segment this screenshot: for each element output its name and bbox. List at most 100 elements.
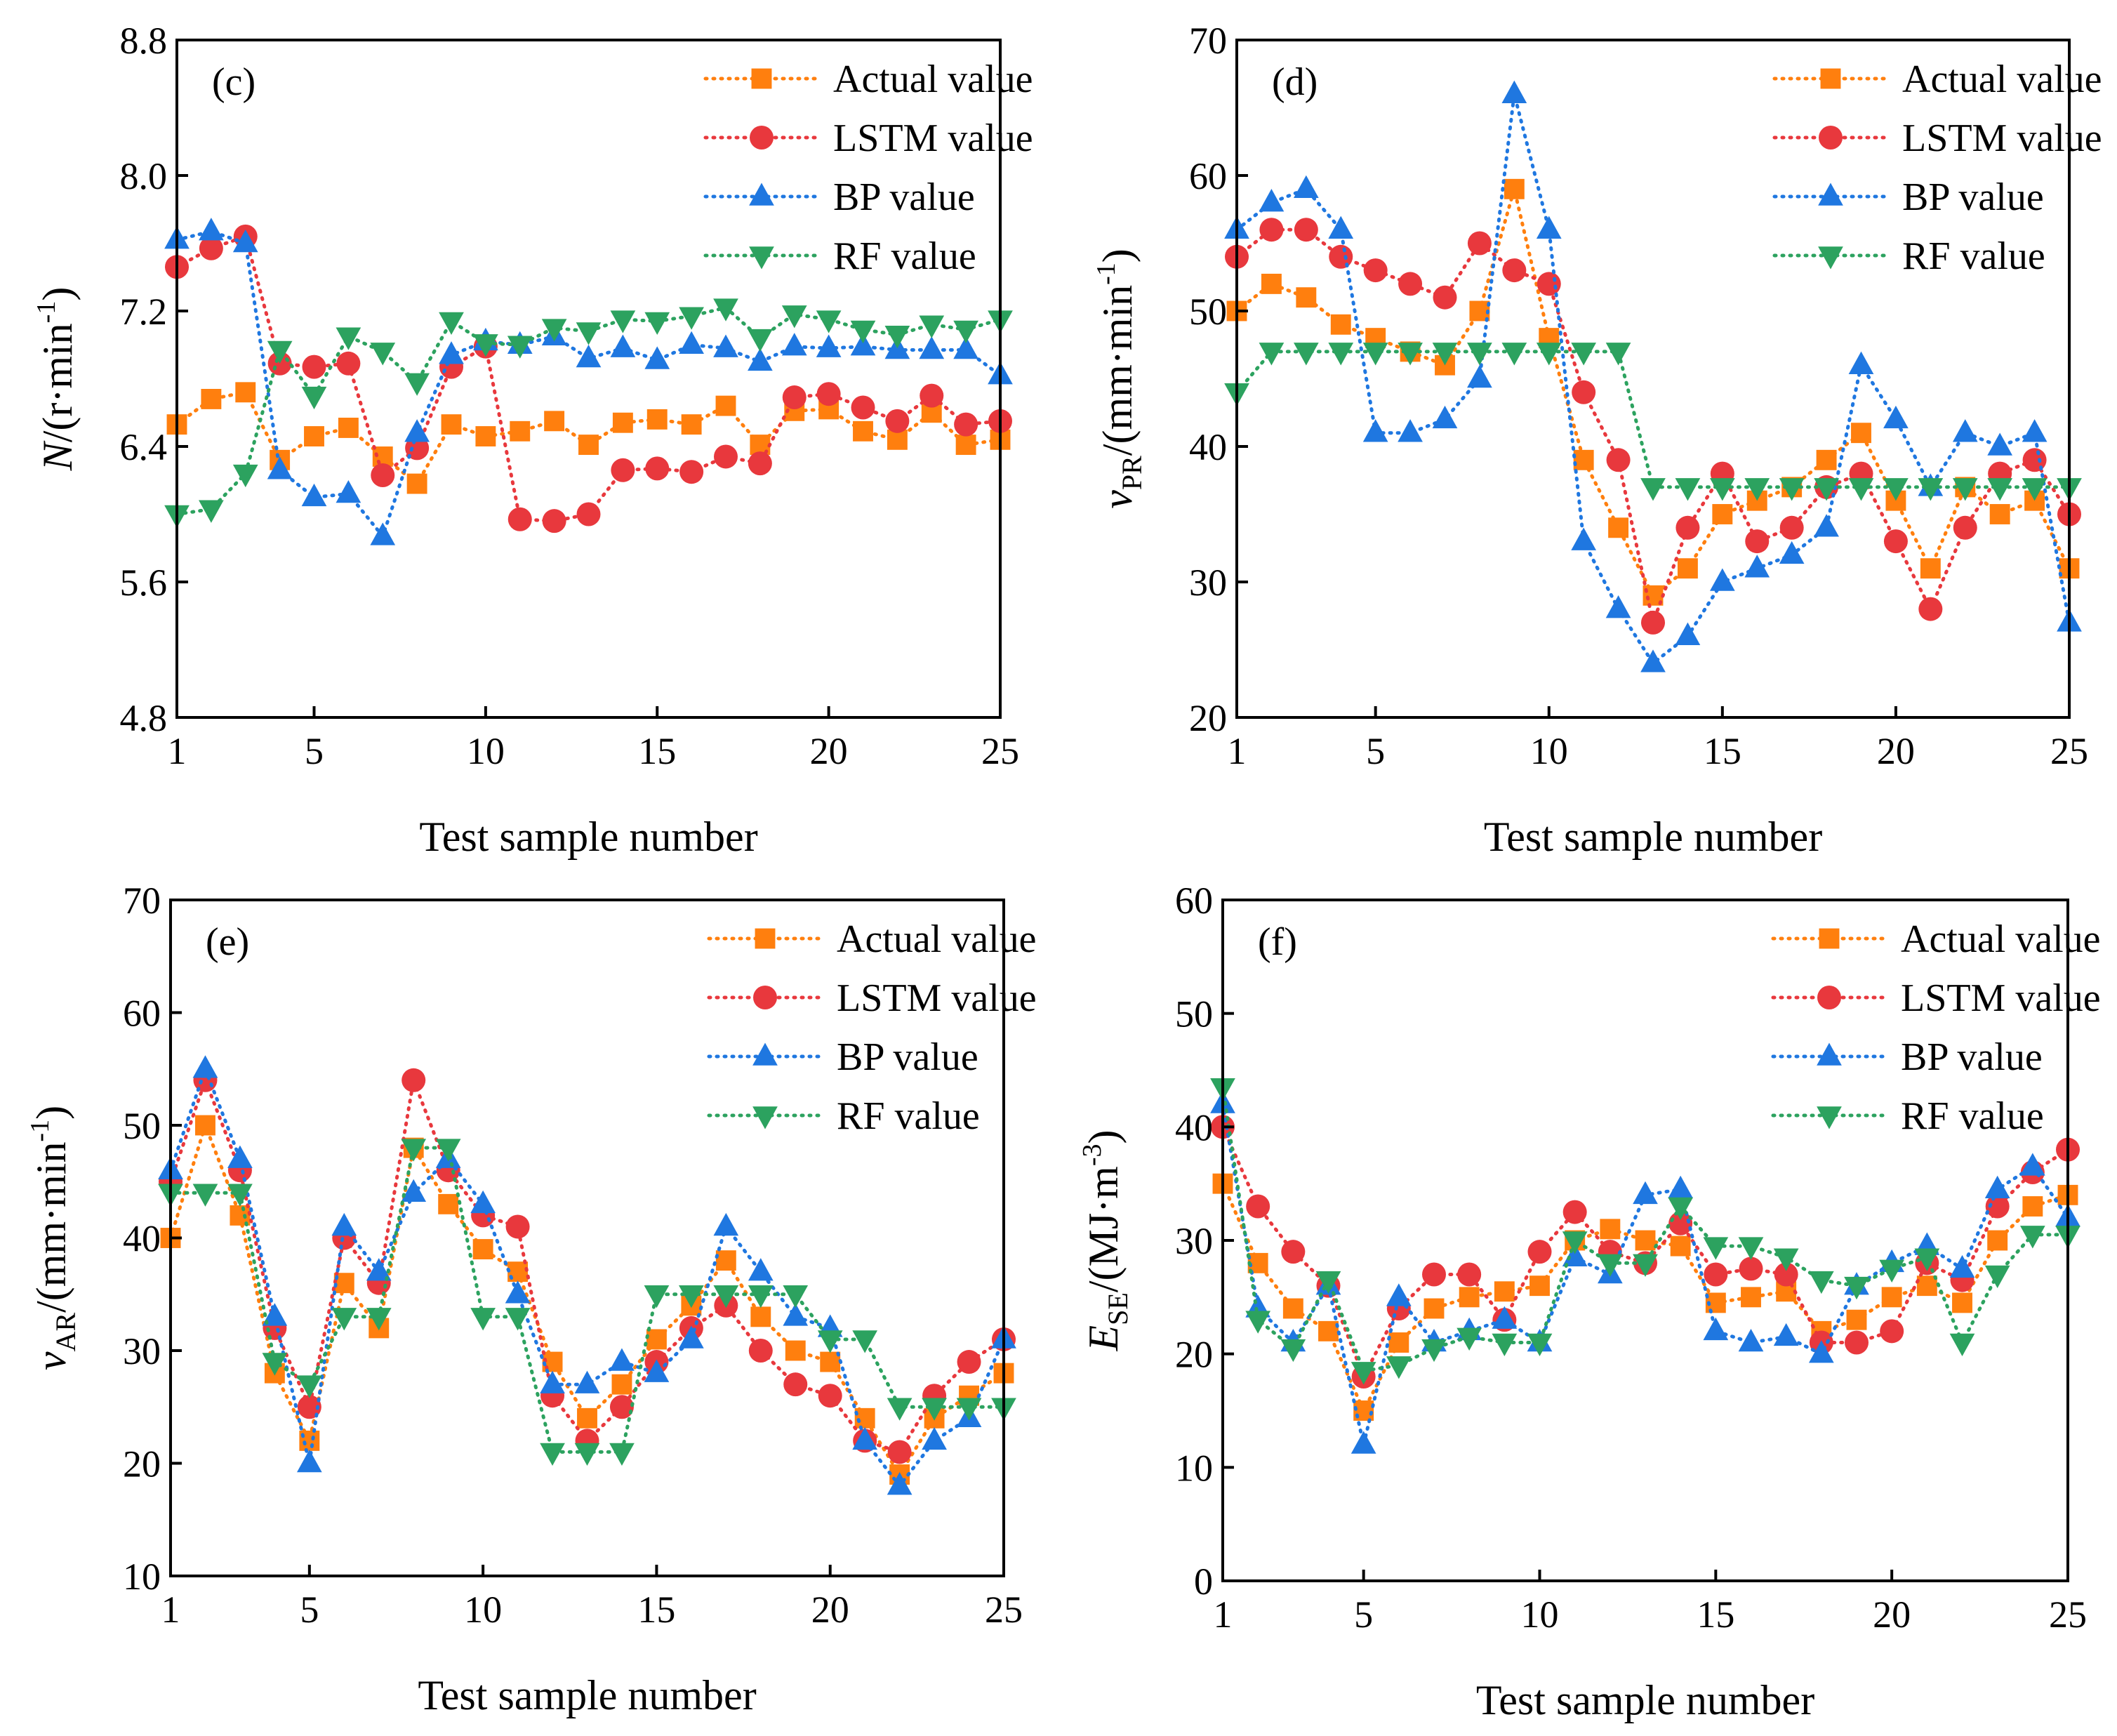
lstm-point-11 [507,507,532,531]
actual-point-14 [1677,558,1698,579]
rf-point-3 [232,464,258,488]
y-tick-label: 20 [123,1443,161,1485]
rf-point-11 [1562,1231,1588,1254]
y-label-superscript: -1 [32,301,61,324]
actual-point-3 [1282,1298,1303,1319]
x-tick-label: 20 [1877,730,1915,772]
actual-point-11 [510,420,531,442]
lstm-point-12 [1606,448,1631,472]
lstm-point-6 [1398,272,1423,296]
actual-point-14 [611,1374,632,1395]
bp-point-8 [401,1179,427,1202]
x-tick-label: 10 [467,730,505,772]
legend-lstm-label: LSTM value [833,117,1033,160]
panel-label: (f) [1258,920,1297,964]
rf-point-13 [574,1443,600,1466]
rf-point-9 [1492,1333,1518,1357]
actual-point-9 [1504,178,1525,199]
lstm-point-16 [679,460,704,484]
rf-point-20 [817,1330,843,1353]
actual-point-11 [1573,449,1594,470]
bp-point-14 [1668,1175,1694,1198]
bp-point-24 [2019,1153,2045,1176]
rf-point-19 [781,305,807,329]
y-label-subscript: PR [1116,456,1148,490]
legend-bp-label: BP value [833,175,975,219]
series-rf [1210,1078,2080,1385]
rf-point-9 [435,1139,461,1162]
rf-point-20 [1883,478,1909,501]
legend-actual-marker [1819,928,1840,949]
bp-point-16 [1738,1328,1764,1352]
x-tick-label: 25 [2050,730,2088,772]
actual-point-17 [715,395,736,416]
legend-bp-label: BP value [837,1035,978,1079]
bp-point-24 [2022,419,2048,442]
y-tick-label: 30 [1175,1220,1213,1262]
lstm-point-24 [957,1350,981,1374]
rf-point-17 [1779,478,1805,501]
x-axis-label: Test sample number [1484,814,1822,860]
lstm-point-14 [1675,515,1700,540]
lstm-point-19 [1845,1330,1869,1355]
legend-bp-marker [749,183,774,206]
bp-point-23 [1987,432,2013,456]
bp-point-7 [366,1258,392,1281]
x-tick-label: 20 [811,1589,849,1631]
bp-point-4 [1328,216,1354,239]
actual-point-3 [235,382,256,403]
y-label-close: ) [34,287,81,301]
lstm-point-24 [2022,448,2047,472]
bp-point-2 [192,1055,218,1078]
actual-point-13 [577,1407,597,1429]
lstm-point-8 [401,1068,426,1092]
actual-point-9 [438,1193,459,1214]
bp-point-5 [1362,419,1388,442]
bp-point-4 [267,456,293,479]
bp-point-12 [1605,595,1631,618]
bp-point-18 [748,1258,774,1281]
y-tick-label: 8.0 [120,155,168,197]
actual-point-2 [1261,273,1282,294]
lstm-point-9 [1502,258,1527,283]
rf-point-2 [1259,343,1285,366]
legend-actual-label: Actual value [1902,58,2102,101]
lstm-point-4 [1329,244,1353,269]
bp-point-19 [781,333,807,356]
series-rf [1224,343,2082,501]
lstm-point-6 [336,351,361,376]
legend-item-rf: RF value [707,1094,980,1138]
y-tick-label: 50 [123,1105,161,1147]
bp-point-3 [227,1145,253,1168]
legend-item-lstm: LSTM value [1772,117,2102,160]
rf-point-19 [1848,478,1874,501]
rf-point-3 [1293,343,1319,366]
rf-point-5 [301,386,327,410]
legend-item-rf: RF value [1772,234,2045,278]
lstm-point-10 [1537,272,1561,296]
legend-rf-marker [752,1106,778,1129]
actual-point-13 [1635,1230,1656,1251]
legend-item-lstm: LSTM value [707,976,1037,1020]
actual-point-23 [1989,504,2010,524]
y-axis-label: N/(r·min-1) [32,287,81,472]
actual-point-15 [646,1329,667,1350]
rf-point-16 [679,307,704,330]
legend-item-bp: BP value [1772,175,2044,219]
actual-point-2 [201,389,222,409]
rf-point-21 [1918,478,1944,501]
lstm-point-20 [818,1384,842,1408]
bp-point-18 [1814,514,1839,537]
rf-point-14 [609,1443,635,1466]
legend-bp-marker [1817,1042,1842,1066]
rf-point-17 [1773,1248,1799,1271]
rf-point-16 [679,1285,704,1308]
bp-point-12 [540,1370,565,1393]
bp-point-16 [679,331,704,354]
rf-point-10 [1527,1333,1553,1357]
rf-point-22 [884,326,910,349]
legend-actual-label: Actual value [1901,917,2101,961]
rf-point-21 [1914,1248,1940,1271]
